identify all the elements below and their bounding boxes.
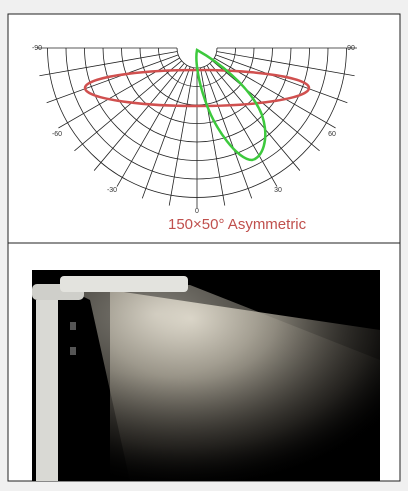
grid-stroke xyxy=(93,63,185,171)
grid-stroke xyxy=(200,67,226,206)
grid-stroke xyxy=(116,65,188,187)
grid-stroke xyxy=(209,63,301,171)
grid-stroke xyxy=(214,57,336,129)
grid-stroke xyxy=(215,54,348,104)
grid-stroke xyxy=(203,66,253,199)
grid-stroke xyxy=(212,60,320,152)
angle-label: 0 xyxy=(195,208,199,215)
caption: 150×50° Asymmetric xyxy=(168,216,307,233)
grid-stroke xyxy=(39,51,178,77)
grid-stroke xyxy=(141,66,191,199)
grid-stroke xyxy=(216,51,355,77)
grid-stroke xyxy=(58,57,180,129)
green-curve xyxy=(195,48,267,162)
angle-label: 30 xyxy=(274,187,282,194)
angle-label: -30 xyxy=(107,187,117,194)
grid-stroke xyxy=(74,60,182,152)
grid-stroke xyxy=(168,67,194,206)
grid-stroke xyxy=(46,54,179,104)
polar-grid xyxy=(37,47,357,208)
photo xyxy=(32,270,380,481)
grid-stroke xyxy=(206,65,278,187)
angle-label: -90 xyxy=(32,45,42,52)
angle-label: -60 xyxy=(52,131,62,138)
angle-label: 60 xyxy=(328,131,336,138)
angle-label: 90 xyxy=(347,45,355,52)
